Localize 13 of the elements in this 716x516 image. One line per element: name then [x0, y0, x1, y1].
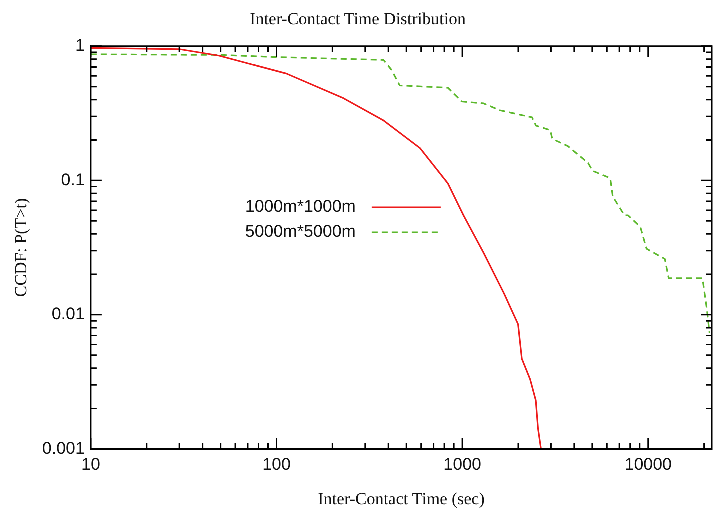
y-tick-label: 1 [75, 36, 85, 56]
x-tick-label: 1000 [444, 455, 482, 474]
x-tick-label: 10000 [624, 455, 672, 474]
y-axis-title: CCDF: P(T>t) [12, 198, 31, 298]
x-tick-label: 100 [262, 455, 291, 474]
legend-label: 1000m*1000m [245, 197, 356, 216]
chart-title: Inter-Contact Time Distribution [250, 10, 466, 29]
x-axis-title: Inter-Contact Time (sec) [318, 489, 485, 508]
y-tick-label: 0.01 [52, 304, 85, 324]
legend-label: 5000m*5000m [245, 222, 356, 242]
x-tick-label: 10 [81, 455, 100, 474]
y-tick-label: 0.001 [42, 438, 85, 458]
y-tick-label: 0.1 [61, 170, 85, 190]
